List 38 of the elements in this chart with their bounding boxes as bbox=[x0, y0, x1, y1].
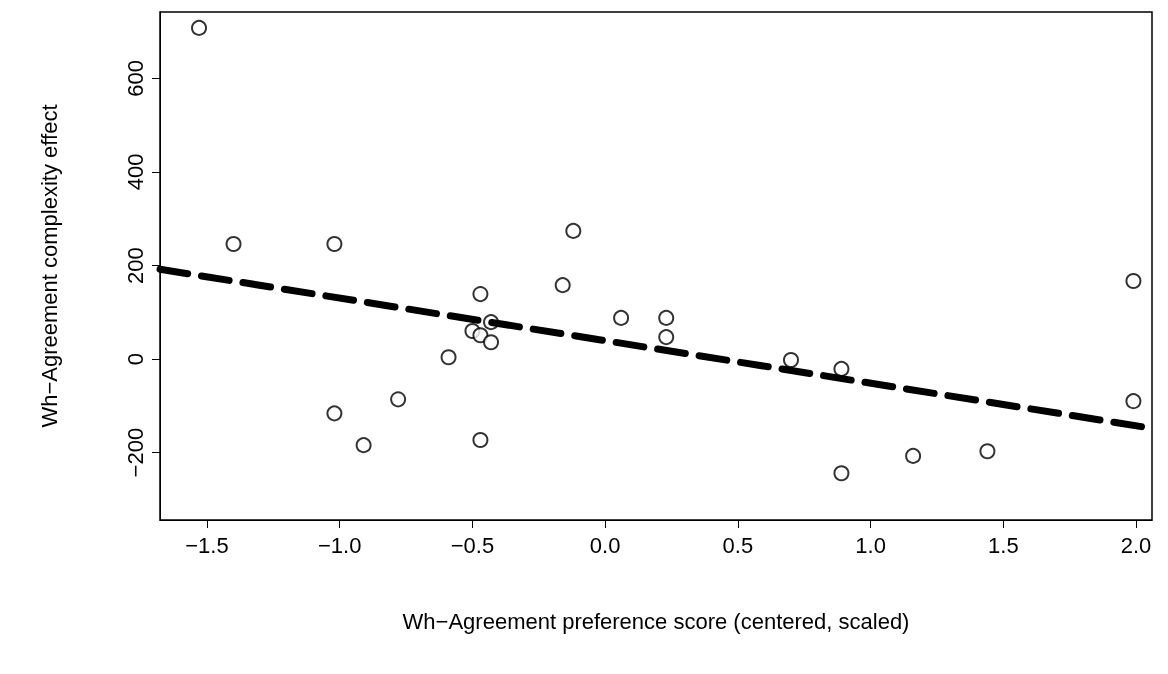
x-axis-title: Wh−Agreement preference score (centered, scaled) bbox=[402, 608, 910, 634]
x-tick-label: 1.5 bbox=[988, 532, 1019, 558]
point bbox=[225, 236, 242, 253]
point bbox=[613, 309, 630, 326]
point bbox=[326, 236, 343, 253]
point bbox=[833, 465, 850, 482]
x-tick-label: −1.0 bbox=[317, 532, 362, 558]
x-tick-label: −1.5 bbox=[185, 532, 229, 558]
y-tick-label: 0 bbox=[122, 352, 148, 366]
point bbox=[440, 349, 457, 366]
point bbox=[658, 329, 675, 346]
point bbox=[472, 286, 489, 303]
point bbox=[565, 222, 582, 239]
x-tick-label: −0.5 bbox=[450, 532, 495, 558]
point bbox=[326, 405, 343, 422]
point bbox=[472, 327, 489, 344]
x-tick-label: 1.0 bbox=[855, 532, 886, 558]
point bbox=[483, 334, 500, 351]
point bbox=[1125, 272, 1142, 289]
y-tick-label: 200 bbox=[122, 247, 148, 284]
point bbox=[554, 277, 571, 294]
point bbox=[191, 19, 208, 36]
point bbox=[905, 447, 922, 464]
point bbox=[783, 352, 799, 369]
x-tick-label: 0.0 bbox=[589, 532, 621, 558]
x-tick-label: 0.5 bbox=[722, 532, 754, 558]
point bbox=[472, 432, 489, 449]
point bbox=[979, 443, 996, 460]
point bbox=[1125, 393, 1142, 410]
point bbox=[658, 309, 675, 326]
point bbox=[833, 360, 850, 377]
y-tick-label: 600 bbox=[122, 60, 148, 97]
x-tick-label: 2.0 bbox=[1120, 532, 1152, 558]
y-tick-label: −200 bbox=[122, 427, 148, 478]
y-tick-label: 400 bbox=[122, 153, 148, 191]
point bbox=[390, 391, 407, 408]
point bbox=[355, 437, 372, 454]
y-axis-title: Wh−Agreement complexity effect bbox=[36, 104, 62, 428]
